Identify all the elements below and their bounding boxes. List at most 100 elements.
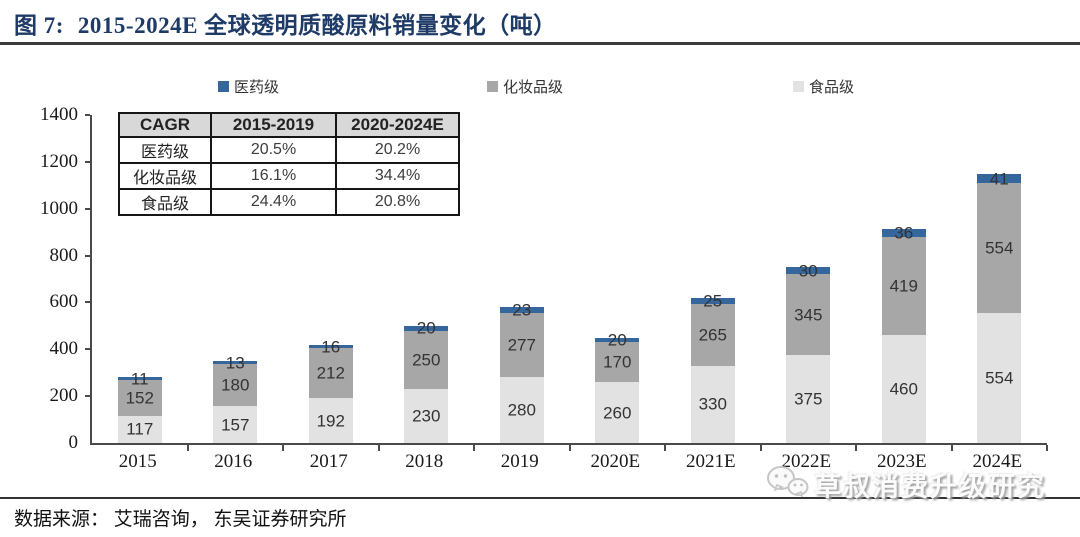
legend-swatch [793, 81, 804, 92]
bar-value-label: 212 [316, 363, 345, 383]
bar-segment: 554 [977, 183, 1022, 314]
bar-segment: 212 [308, 348, 353, 399]
x-tick-label: 2015 [118, 451, 157, 472]
bar-segment: 180 [213, 364, 258, 407]
bar-segment: 554 [977, 313, 1022, 443]
plot-area: 117 152 11 157 180 13 192 212 16 230 250 20 280 277 23… [85, 114, 1048, 451]
stacked-bar: 260 170 20 [595, 331, 640, 443]
bar-column: 460 419 36 [856, 224, 952, 443]
cagr-table: CAGR 2015-2019 2020-2024E 医药级 20.5% 20.2% 化妆品级… [118, 112, 460, 216]
bar-value-label: 280 [507, 400, 536, 420]
bar-column: 192 212 16 [283, 338, 379, 443]
x-tick-label: 2016 [214, 451, 253, 472]
bar-segment: 277 [499, 312, 544, 378]
y-tick-label: 1000 [40, 197, 78, 219]
table-row: 医药级 20.5% 20.2% [118, 136, 460, 164]
y-tick-label: 1200 [40, 150, 78, 172]
bar-value-label: 20 [607, 330, 627, 350]
bar-column: 330 265 25 [665, 292, 761, 443]
legend: 医药级 化妆品级 食品级 [0, 76, 1080, 97]
y-axis: 0 200 400 600 800 1000 1200 1400 [14, 105, 79, 453]
table-cell: 16.1% [210, 162, 337, 190]
table-cell: 20.2% [335, 136, 460, 164]
bar-value-label: 25 [703, 291, 723, 311]
bar-segment: 280 [499, 377, 544, 443]
x-tick-mark [568, 445, 571, 451]
stacked-bar: 192 212 16 [308, 338, 353, 443]
y-tick-mark [85, 207, 90, 210]
bar-column: 230 250 20 [379, 320, 475, 443]
legend-label: 食品级 [809, 80, 855, 96]
stacked-bar: 330 265 25 [690, 292, 735, 443]
bar-value-label: 554 [985, 238, 1014, 258]
bar-segment: 265 [690, 303, 735, 366]
bar-segment: 36 [881, 224, 926, 241]
bar-segment: 230 [404, 389, 449, 443]
y-tick-label: 600 [49, 291, 79, 313]
bar-column: 117 152 11 [92, 370, 188, 443]
bar-segment: 157 [213, 406, 258, 443]
bar-value-label: 11 [130, 369, 149, 389]
bar-value-label: 250 [412, 350, 441, 370]
bar-segment: 13 [213, 354, 258, 371]
bar-value-label: 30 [798, 261, 818, 281]
bar-segment: 20 [404, 320, 449, 337]
bar-column: 157 180 13 [188, 354, 284, 443]
x-tick-mark [855, 445, 857, 451]
x-tick-label: 2018 [405, 451, 444, 472]
table-cell: 20.8% [335, 188, 460, 216]
x-tick-mark [1046, 445, 1048, 451]
bar-value-label: 460 [889, 379, 918, 399]
table-row-label: 食品级 [118, 188, 212, 216]
bar-value-label: 16 [321, 337, 341, 356]
figure-title-text: 2015-2024E 全球透明质酸原料销量变化（吨） [77, 13, 557, 38]
table-header-cell: 2015-2019 [210, 112, 337, 138]
y-tick-mark [85, 160, 90, 163]
bar-value-label: 230 [412, 406, 441, 426]
legend-swatch [218, 81, 229, 92]
bar-segment: 250 [404, 330, 449, 390]
table-header-cell: 2020-2024E [335, 112, 460, 138]
bar-value-label: 419 [889, 276, 918, 296]
bar-segment: 375 [786, 355, 831, 443]
bar-column: 260 170 20 [570, 331, 666, 443]
stacked-bar: 460 419 36 [881, 224, 926, 443]
wechat-icon [766, 464, 810, 505]
y-tick-label: 1400 [40, 104, 78, 125]
bar-segment: 11 [117, 370, 162, 387]
y-tick-label: 200 [49, 385, 79, 407]
x-tick-mark [664, 445, 666, 451]
table-row-label: 化妆品级 [118, 162, 212, 190]
y-tick-mark [85, 395, 90, 398]
bar-segment: 345 [786, 274, 831, 356]
y-tick-label: 0 [68, 432, 79, 453]
bar-value-label: 157 [221, 415, 250, 435]
table-row-label: 医药级 [118, 136, 212, 164]
bar-column: 554 554 41 [952, 170, 1048, 443]
x-tick-mark [950, 445, 953, 451]
x-tick-label: 2023E [876, 451, 927, 472]
bar-value-label: 375 [794, 389, 823, 409]
bar-value-label: 554 [985, 368, 1014, 388]
bar-value-label: 20 [416, 318, 436, 338]
x-tick-mark [377, 445, 380, 451]
table-row: 食品级 24.4% 20.8% [118, 188, 460, 216]
bar-value-label: 277 [507, 335, 536, 355]
bar-value-label: 260 [603, 403, 632, 423]
legend-item: 医药级 [218, 76, 279, 97]
bar-segment: 419 [881, 237, 926, 336]
x-tick-mark [186, 445, 189, 451]
y-tick-mark [85, 301, 90, 304]
stacked-bar: 375 345 30 [786, 262, 831, 443]
watermark: 草叔消费升级研究 [766, 464, 1046, 505]
bar-value-label: 170 [603, 352, 632, 372]
legend-swatch [487, 81, 498, 92]
bar-segment: 117 [117, 415, 162, 443]
table-header-row: CAGR 2015-2019 2020-2024E [118, 112, 460, 138]
legend-item: 化妆品级 [487, 76, 563, 97]
x-tick-label: 2024E [972, 451, 1023, 472]
bar-segment: 16 [308, 338, 353, 355]
y-tick-label: 800 [49, 244, 79, 266]
bar-value-label: 23 [512, 300, 532, 320]
